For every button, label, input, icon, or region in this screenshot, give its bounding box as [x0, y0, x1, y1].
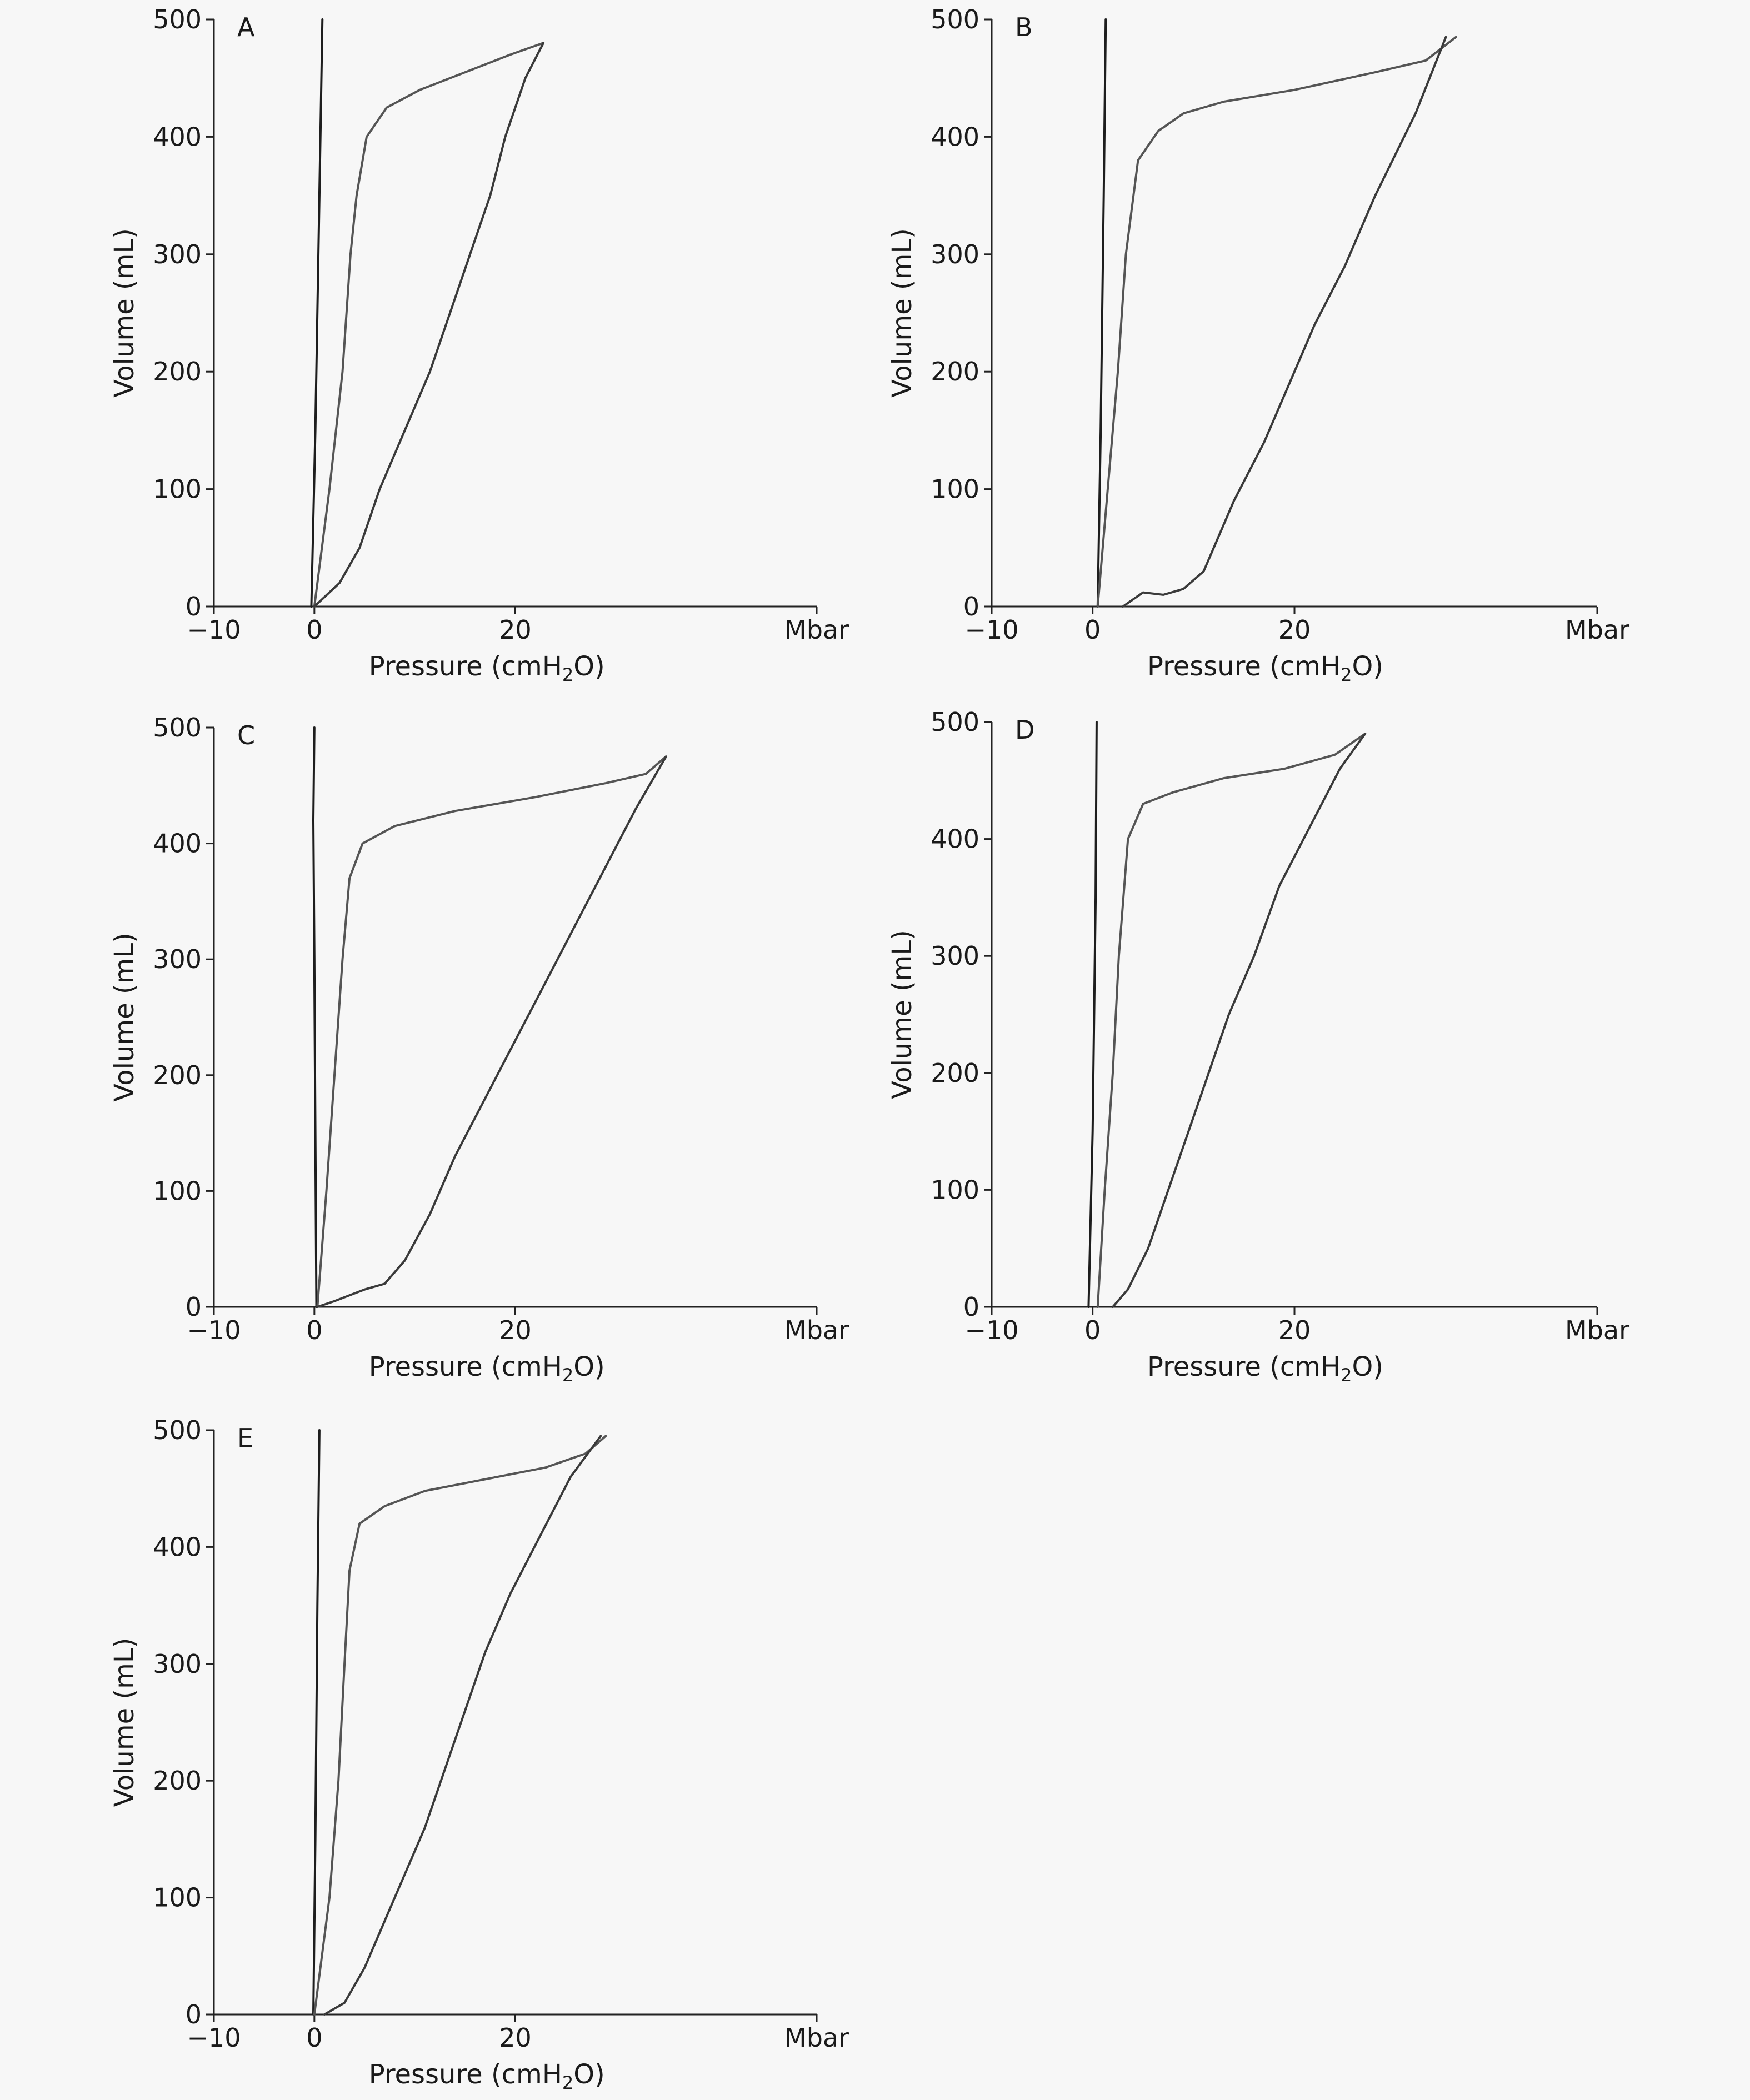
y-tick-label: 300 — [153, 239, 202, 269]
x-tick-label: 20 — [499, 1315, 532, 1345]
x-tick-label: 20 — [499, 2023, 532, 2053]
x-tick-label: −10 — [964, 615, 1018, 645]
y-tick-label: 200 — [931, 1058, 979, 1088]
series-line-2 — [316, 755, 667, 1308]
series-line-2 — [313, 42, 545, 608]
y-tick-label: 500 — [931, 4, 979, 34]
y-axis-title: Volume (mL) — [887, 228, 918, 398]
series-line-2 — [1096, 733, 1367, 1308]
y-axis-title: Volume (mL) — [109, 1638, 140, 1807]
y-tick-label: 200 — [153, 1060, 202, 1090]
panel-label: A — [237, 12, 255, 42]
y-tick-label: 0 — [186, 1292, 202, 1322]
x-tick-label: 20 — [499, 615, 532, 645]
x-tick-label: 20 — [1278, 1315, 1311, 1345]
x-axis-title: Pressure (cmH2O) — [1147, 1351, 1383, 1386]
y-tick-label: 500 — [931, 707, 979, 737]
y-tick-label: 100 — [931, 474, 979, 504]
y-axis-title: Volume (mL) — [109, 933, 140, 1102]
y-tick-label: 200 — [931, 357, 979, 387]
x-unit-label: Mbar — [1565, 615, 1629, 645]
y-tick-label: 100 — [153, 1883, 202, 1913]
x-unit-label: Mbar — [784, 1315, 849, 1345]
series-line-2 — [313, 1435, 607, 2016]
y-tick-label: 0 — [963, 592, 979, 622]
series-line-2 — [1096, 36, 1457, 608]
x-tick-label: −10 — [964, 1315, 1018, 1345]
series-line-1 — [1096, 18, 1107, 608]
y-tick-label: 500 — [153, 4, 202, 34]
x-unit-label: Mbar — [1565, 1315, 1629, 1345]
panel-label: D — [1015, 715, 1034, 745]
x-axis-title: Pressure (cmH2O) — [369, 1351, 605, 1386]
y-tick-label: 300 — [153, 1649, 202, 1679]
x-axis-title: Pressure (cmH2O) — [1147, 651, 1383, 685]
series-line-3 — [323, 1435, 602, 2016]
y-tick-label: 200 — [153, 357, 202, 387]
x-unit-label: Mbar — [784, 615, 849, 645]
y-tick-label: 0 — [186, 1999, 202, 2029]
y-tick-label: 0 — [963, 1292, 979, 1322]
panel-label: B — [1015, 12, 1033, 42]
y-axis-title: Volume (mL) — [887, 930, 918, 1099]
y-tick-label: 100 — [931, 1175, 979, 1205]
x-tick-label: −10 — [187, 1315, 241, 1345]
y-tick-label: 400 — [931, 122, 979, 152]
x-tick-label: 0 — [1084, 1315, 1101, 1345]
series-line-1 — [312, 1429, 321, 2016]
x-tick-label: 0 — [306, 1315, 322, 1345]
y-tick-label: 200 — [153, 1766, 202, 1796]
panel-label: E — [237, 1423, 253, 1453]
series-line-3 — [313, 42, 545, 608]
y-tick-label: 400 — [153, 122, 202, 152]
x-tick-label: −10 — [187, 2023, 241, 2053]
series-line-1 — [1087, 721, 1098, 1308]
series-line-3 — [1122, 36, 1447, 608]
y-tick-label: 500 — [153, 713, 202, 743]
y-tick-label: 300 — [931, 941, 979, 971]
x-tick-label: 0 — [306, 615, 322, 645]
x-tick-label: −10 — [187, 615, 241, 645]
y-tick-label: 400 — [931, 824, 979, 854]
y-tick-label: 400 — [153, 1532, 202, 1562]
panel-label: C — [237, 720, 255, 750]
y-tick-label: 300 — [153, 944, 202, 974]
y-tick-label: 0 — [186, 592, 202, 622]
x-axis-title: Pressure (cmH2O) — [369, 2059, 605, 2093]
y-tick-label: 500 — [153, 1415, 202, 1445]
x-unit-label: Mbar — [784, 2023, 849, 2053]
series-line-1 — [310, 18, 324, 608]
series-line-3 — [316, 755, 667, 1308]
x-tick-label: 0 — [306, 2023, 322, 2053]
series-line-1 — [312, 726, 318, 1308]
x-axis-title: Pressure (cmH2O) — [369, 651, 605, 685]
x-tick-label: 0 — [1084, 615, 1101, 645]
y-tick-label: 300 — [931, 239, 979, 269]
series-line-3 — [1112, 733, 1367, 1308]
y-tick-label: 400 — [153, 829, 202, 859]
y-tick-label: 100 — [153, 1176, 202, 1206]
x-tick-label: 20 — [1278, 615, 1311, 645]
y-tick-label: 100 — [153, 474, 202, 504]
y-axis-title: Volume (mL) — [109, 228, 140, 398]
